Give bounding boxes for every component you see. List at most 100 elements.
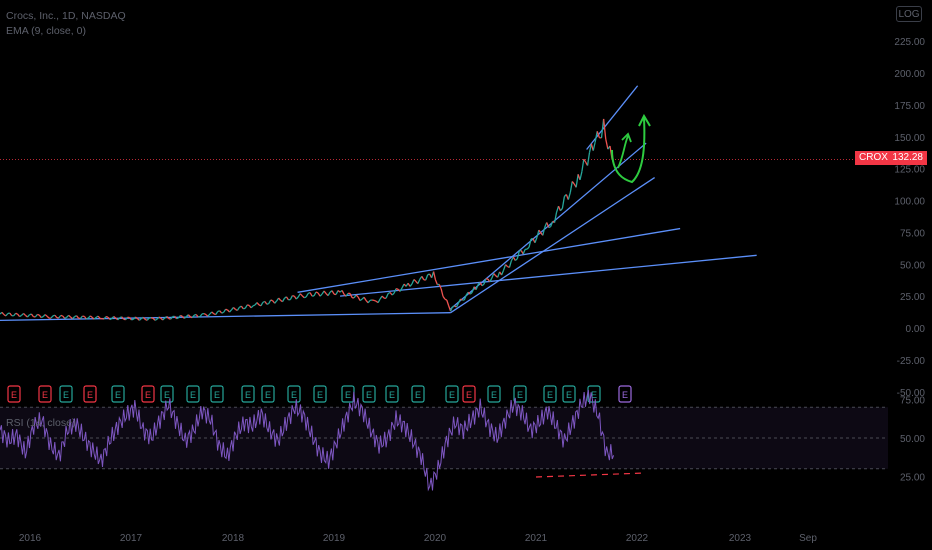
price-segment bbox=[38, 314, 42, 318]
price-segment bbox=[469, 291, 473, 295]
price-segment bbox=[72, 316, 76, 320]
earnings-marker-label: E bbox=[11, 390, 17, 400]
price-segment bbox=[233, 306, 236, 310]
price-segment bbox=[9, 312, 13, 317]
price-segment bbox=[185, 314, 189, 318]
earnings-marker bbox=[141, 385, 155, 403]
price-segment bbox=[229, 309, 232, 313]
price-segment bbox=[417, 279, 421, 284]
x-tick-label: 2018 bbox=[222, 533, 245, 544]
earnings-marker bbox=[38, 385, 52, 403]
earnings-marker-label: E bbox=[591, 390, 597, 400]
earnings-marker bbox=[385, 385, 399, 403]
price-segment bbox=[596, 131, 600, 138]
price-segment bbox=[187, 314, 191, 318]
log-scale-button[interactable]: LOG bbox=[896, 6, 922, 22]
x-tick-label: 2023 bbox=[729, 533, 752, 544]
price-segment bbox=[17, 313, 21, 318]
price-segment bbox=[178, 315, 182, 319]
price-segment bbox=[40, 316, 44, 319]
price-segment bbox=[128, 317, 132, 321]
earnings-marker-label: E bbox=[366, 390, 372, 400]
price-segment bbox=[68, 314, 72, 318]
price-segment bbox=[516, 250, 520, 259]
price-segment bbox=[395, 287, 399, 290]
price-segment bbox=[471, 286, 475, 293]
y-tick-label: 175.00 bbox=[894, 101, 925, 112]
price-segment bbox=[475, 284, 479, 290]
earnings-marker bbox=[160, 385, 174, 403]
earnings-marker-label: E bbox=[517, 390, 523, 400]
price-segment bbox=[83, 315, 87, 320]
price-segment bbox=[270, 299, 273, 302]
price-segment bbox=[217, 310, 220, 313]
price-segment bbox=[121, 316, 125, 320]
price-segment bbox=[97, 315, 101, 319]
price-segment bbox=[109, 317, 113, 321]
x-tick-label: 2016 bbox=[19, 533, 42, 544]
rsi-legend[interactable]: RSI (14, close) bbox=[6, 417, 76, 429]
price-segment bbox=[349, 293, 353, 298]
price-segment bbox=[387, 291, 391, 295]
price-segment bbox=[307, 291, 311, 295]
price-segment bbox=[119, 316, 122, 319]
price-segment bbox=[95, 315, 99, 318]
price-segment bbox=[54, 314, 58, 319]
price-segment bbox=[442, 296, 446, 300]
green-arrow-head bbox=[638, 113, 651, 127]
earnings-marker-label: E bbox=[214, 390, 220, 400]
price-segment bbox=[467, 291, 471, 295]
price-segment bbox=[323, 290, 327, 294]
price-segment bbox=[190, 316, 193, 319]
price-segment bbox=[191, 314, 195, 319]
price-segment bbox=[21, 312, 24, 316]
price-segment bbox=[303, 296, 307, 299]
earnings-marker bbox=[543, 385, 557, 403]
price-segment bbox=[309, 292, 313, 297]
price-segment bbox=[536, 229, 540, 238]
price-segment bbox=[194, 313, 197, 316]
price-segment bbox=[244, 304, 248, 309]
ema-legend[interactable]: EMA (9, close, 0) bbox=[6, 25, 86, 37]
price-segment bbox=[313, 291, 317, 297]
x-tick-label: 2021 bbox=[525, 533, 548, 544]
price-segment bbox=[483, 278, 487, 285]
price-segment bbox=[452, 305, 455, 308]
price-segment bbox=[3, 314, 7, 317]
price-segment bbox=[209, 311, 213, 315]
price-segment bbox=[502, 264, 507, 271]
price-segment bbox=[285, 296, 289, 301]
price-segment bbox=[239, 305, 242, 308]
price-segment bbox=[23, 312, 26, 316]
earnings-marker bbox=[210, 385, 224, 403]
earnings-marker-label: E bbox=[190, 390, 196, 400]
earnings-marker-label: E bbox=[415, 390, 421, 400]
price-segment bbox=[427, 273, 430, 276]
price-segment bbox=[221, 311, 224, 314]
earnings-marker bbox=[445, 385, 459, 403]
price-segment bbox=[600, 118, 605, 138]
trendline bbox=[340, 254, 757, 297]
price-segment bbox=[195, 314, 199, 318]
price-segment bbox=[446, 299, 450, 307]
earnings-marker bbox=[186, 385, 200, 403]
price-segment bbox=[215, 311, 219, 315]
price-segment bbox=[15, 312, 18, 315]
price-segment bbox=[319, 293, 323, 297]
price-segment bbox=[174, 315, 178, 320]
price-segment bbox=[548, 226, 551, 229]
price-segment bbox=[571, 181, 575, 185]
y-tick-label: 100.00 bbox=[894, 197, 925, 208]
price-segment bbox=[434, 279, 438, 285]
price-segment bbox=[432, 271, 437, 281]
price-segment bbox=[553, 212, 558, 223]
price-segment bbox=[131, 318, 134, 321]
price-segment bbox=[559, 207, 563, 212]
earnings-marker-label: E bbox=[291, 390, 297, 400]
chart-title[interactable]: Crocs, Inc., 1D, NASDAQ bbox=[6, 10, 126, 22]
price-segment bbox=[526, 246, 530, 250]
price-segment bbox=[546, 222, 550, 228]
price-segment bbox=[508, 260, 513, 268]
earnings-marker-label: E bbox=[145, 390, 151, 400]
